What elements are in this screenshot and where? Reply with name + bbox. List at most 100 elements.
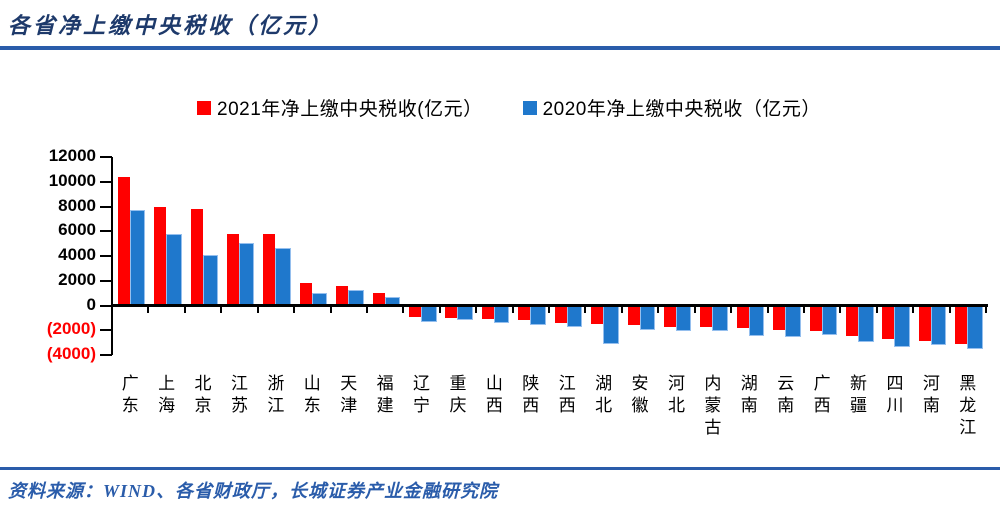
category-char: 河 — [667, 374, 685, 393]
y-axis-label: 12000 — [48, 146, 96, 165]
bar-2021-17 — [736, 305, 749, 329]
category-char: 苏 — [230, 396, 248, 415]
x-axis-category-label-11: 陕西 — [520, 373, 542, 417]
x-axis-category-label-6: 天津 — [338, 373, 360, 417]
category-char: 福 — [376, 374, 394, 393]
bar-2021-15 — [663, 305, 676, 327]
x-axis-tick — [693, 305, 696, 313]
category-char: 南 — [740, 396, 758, 415]
y-axis-tick — [100, 230, 112, 233]
legend-swatch-2021-icon — [197, 100, 211, 115]
category-char: 河 — [922, 374, 940, 393]
category-char: 东 — [303, 396, 321, 415]
category-char: 江 — [230, 374, 248, 393]
bar-2021-12 — [554, 305, 567, 324]
legend-label-2020: 2020年净上缴中央税收（亿元） — [542, 99, 821, 120]
category-char: 西 — [813, 396, 831, 415]
x-axis-tick — [985, 305, 987, 313]
category-char: 海 — [158, 396, 176, 415]
category-char: 建 — [376, 396, 394, 415]
category-char: 庆 — [449, 396, 467, 415]
bar-2021-7 — [372, 293, 385, 306]
category-char: 徽 — [631, 396, 649, 415]
category-char: 辽 — [413, 374, 431, 393]
category-char: 浙 — [267, 374, 285, 393]
category-char: 湖 — [740, 374, 758, 393]
x-axis-category-label-8: 辽宁 — [411, 373, 433, 417]
category-char: 川 — [886, 396, 904, 415]
category-char: 南 — [922, 396, 940, 415]
y-axis-tick — [100, 354, 112, 356]
bar-2021-5 — [299, 283, 312, 306]
bottom-accent-rule — [0, 467, 1000, 470]
bar-2020-10 — [494, 305, 509, 323]
chart-title: 各省净上缴中央税收（亿元） — [8, 13, 334, 38]
bar-2020-19 — [822, 305, 837, 334]
category-char: 天 — [340, 374, 358, 393]
category-char: 东 — [121, 396, 139, 415]
bar-2020-14 — [640, 305, 655, 329]
bar-chart: 12000 10000 8000 6000 4000 2000 0 (2000) (4000) 广… — [0, 130, 1000, 480]
x-axis-category-label-2: 北京 — [192, 373, 214, 417]
x-axis-tick — [511, 305, 514, 313]
bar-2021-16 — [700, 305, 713, 328]
category-char: 江 — [558, 374, 576, 393]
x-axis-tick — [912, 305, 915, 313]
category-char: 江 — [959, 418, 977, 437]
category-char: 宁 — [413, 396, 431, 415]
bar-2020-7 — [385, 297, 400, 306]
x-axis-tick — [548, 305, 550, 313]
bar-2021-10 — [481, 305, 494, 320]
x-axis-category-label-3: 江苏 — [228, 373, 250, 417]
category-char: 津 — [340, 396, 358, 415]
x-axis-tick — [402, 305, 405, 313]
x-axis-tick — [329, 305, 332, 313]
y-axis-tick — [100, 255, 112, 257]
x-axis-tick — [584, 305, 587, 313]
bar-2021-8 — [409, 305, 422, 317]
top-accent-rule — [0, 46, 1000, 50]
category-char: 疆 — [850, 396, 868, 415]
bar-2020-20 — [859, 305, 873, 341]
category-char: 南 — [777, 396, 795, 415]
bar-2020-23 — [968, 305, 982, 348]
x-axis-category-label-17: 湖南 — [738, 373, 760, 417]
bar-2021-9 — [445, 305, 458, 318]
x-axis-tick — [438, 305, 441, 313]
category-char: 蒙 — [704, 396, 722, 415]
x-axis-category-label-10: 山西 — [483, 373, 505, 417]
legend-swatch-2020-icon — [522, 100, 537, 115]
x-axis-category-label-23: 黑龙江 — [957, 373, 979, 439]
bar-2020-22 — [931, 305, 946, 344]
x-axis-tick — [948, 305, 951, 313]
x-axis-category-label-20: 新疆 — [848, 373, 870, 417]
bar-2021-20 — [846, 305, 859, 336]
x-axis-category-label-7: 福建 — [374, 373, 396, 417]
x-axis-category-label-22: 河南 — [920, 373, 942, 417]
legend-item-2020: 2020年净上缴中央税收（亿元） — [522, 94, 821, 121]
x-axis-line — [110, 304, 988, 307]
x-axis-tick — [365, 305, 368, 313]
bar-2020-2 — [203, 256, 218, 306]
x-axis-category-label-12: 江西 — [556, 373, 578, 417]
category-char: 安 — [631, 374, 649, 393]
y-axis-tick — [100, 205, 112, 208]
category-char: 北 — [667, 396, 685, 415]
bar-2020-11 — [531, 305, 545, 325]
bar-2020-9 — [458, 305, 472, 320]
x-axis-tick — [620, 305, 623, 313]
category-char: 古 — [704, 418, 722, 437]
y-axis-tick — [100, 279, 112, 282]
chart-legend: 2021年净上缴中央税收(亿元） 2020年净上缴中央税收（亿元） — [197, 94, 821, 121]
x-axis-category-label-14: 安徽 — [629, 373, 651, 417]
y-axis-label: (4000) — [46, 344, 96, 363]
y-axis-label: 2000 — [58, 269, 96, 289]
y-axis-label: 10000 — [48, 170, 96, 190]
bar-2021-6 — [336, 286, 349, 306]
category-char: 广 — [813, 374, 831, 393]
category-char: 江 — [267, 396, 285, 415]
x-axis-tick — [220, 305, 223, 313]
x-axis-category-label-5: 山东 — [301, 373, 323, 417]
x-axis-tick — [875, 305, 878, 313]
y-axis-tick — [100, 180, 112, 183]
